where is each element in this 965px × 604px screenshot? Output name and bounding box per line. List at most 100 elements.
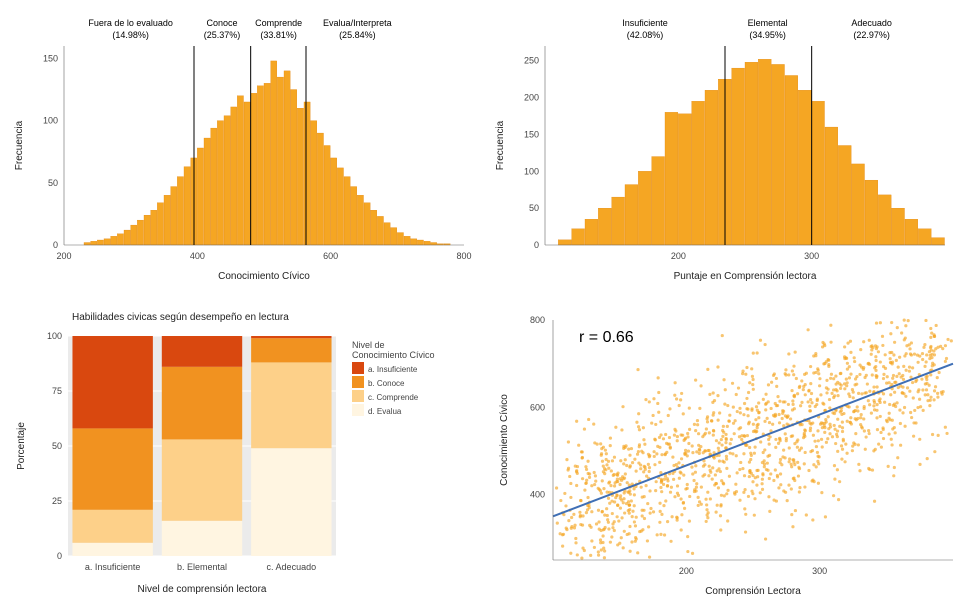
scatter-point: [607, 467, 610, 470]
scatter-point: [574, 537, 577, 540]
scatter-point: [767, 477, 770, 480]
scatter-point: [932, 363, 935, 366]
scatter-point: [879, 431, 882, 434]
scatter-point: [898, 356, 901, 359]
scatter-point: [585, 508, 588, 511]
scatter-point: [630, 461, 633, 464]
scatter-point: [785, 499, 788, 502]
scatter-point: [783, 414, 786, 417]
scatter-point: [584, 481, 587, 484]
hist-bar: [324, 146, 330, 246]
scatter-point: [893, 431, 896, 434]
scatter-point: [628, 508, 631, 511]
scatter-point: [937, 371, 940, 374]
hist-bar: [344, 177, 350, 245]
scatter-point: [894, 359, 897, 362]
scatter-point: [856, 417, 859, 420]
scatter-point: [606, 460, 609, 463]
stack-seg-a: [251, 336, 331, 338]
scatter-point: [667, 443, 670, 446]
scatter-point: [635, 421, 638, 424]
scatter-point: [936, 434, 939, 437]
scatter-point: [598, 538, 601, 541]
scatter-point: [890, 443, 893, 446]
scatter-point: [724, 433, 727, 436]
scatter-point: [718, 514, 721, 517]
scatter-point: [921, 409, 924, 412]
scatter-point: [679, 497, 682, 500]
scatter-point: [692, 490, 695, 493]
scatter-point: [586, 460, 589, 463]
scatter-point: [720, 334, 723, 337]
hist-bar: [177, 177, 183, 245]
scatter-point: [762, 463, 765, 466]
scatter-point: [767, 495, 770, 498]
scatter-point: [828, 423, 831, 426]
hist-bar: [417, 240, 423, 245]
scatter-point: [672, 434, 675, 437]
scatter-point: [610, 512, 613, 515]
scatter-point: [829, 373, 832, 376]
scatter-point: [652, 450, 655, 453]
scatter-point: [607, 527, 610, 530]
scatter-point: [593, 474, 596, 477]
scatter-point: [566, 467, 569, 470]
scatter-point: [601, 534, 604, 537]
scatter-point: [887, 432, 890, 435]
ytick-label: 100: [47, 331, 62, 341]
scatter-point: [761, 472, 764, 475]
scatter-point: [661, 483, 664, 486]
scatter-point: [714, 439, 717, 442]
scatter-point: [685, 487, 688, 490]
scatter-point: [639, 467, 642, 470]
scatter-point: [598, 489, 601, 492]
scatter-point: [826, 415, 829, 418]
scatter-point: [823, 422, 826, 425]
scatter-point: [867, 429, 870, 432]
scatter-point: [727, 475, 730, 478]
scatter-point: [627, 532, 630, 535]
scatter-point: [940, 393, 943, 396]
scatter-point: [809, 450, 812, 453]
legend-label: b. Conoce: [368, 379, 405, 388]
scatter-point: [764, 408, 767, 411]
scatter-point: [639, 486, 642, 489]
region-label: Conoce: [206, 18, 237, 28]
hist-bar: [237, 96, 243, 245]
scatter-point: [657, 411, 660, 414]
scatter-point: [769, 407, 772, 410]
scatter-point: [695, 419, 698, 422]
scatter-point: [933, 450, 936, 453]
scatter-point: [651, 414, 654, 417]
scatter-point: [890, 321, 893, 324]
hist-bar: [251, 93, 257, 245]
hist-bar: [257, 86, 263, 245]
scatter-point: [909, 353, 912, 356]
scatter-point: [804, 513, 807, 516]
scatter-point: [916, 390, 919, 393]
hist-civico-chart: 050100150200400600800Fuera de lo evaluad…: [6, 4, 476, 289]
scatter-point: [894, 405, 897, 408]
scatter-point: [570, 516, 573, 519]
scatter-point: [623, 472, 626, 475]
scatter-point: [679, 398, 682, 401]
xtick-label: 400: [190, 251, 205, 261]
scatter-point: [900, 391, 903, 394]
scatter-point: [901, 411, 904, 414]
scatter-point: [589, 554, 592, 557]
scatter-point: [904, 369, 907, 372]
scatter-point: [840, 457, 843, 460]
scatter-point: [875, 416, 878, 419]
stack-seg-c: [251, 362, 331, 448]
scatter-point: [743, 530, 746, 533]
scatter-point: [907, 366, 910, 369]
scatter-point: [707, 474, 710, 477]
scatter-point: [743, 507, 746, 510]
scatter-point: [658, 461, 661, 464]
scatter-point: [738, 426, 741, 429]
scatter-point: [811, 421, 814, 424]
scatter-point: [852, 356, 855, 359]
scatter-point: [731, 406, 734, 409]
hist-bar: [351, 187, 357, 245]
scatter-point: [627, 448, 630, 451]
